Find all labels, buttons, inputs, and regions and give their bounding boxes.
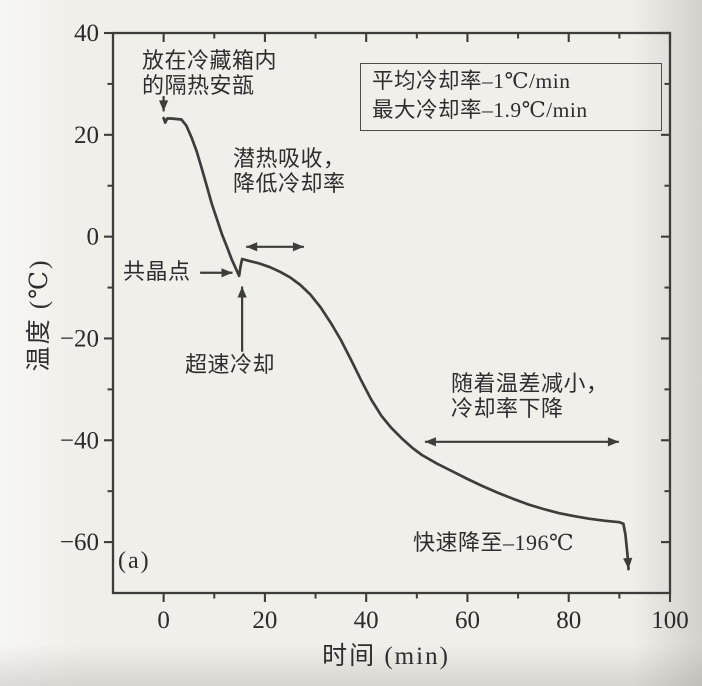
y-tick-label: −40 xyxy=(60,427,99,454)
annotation-latent-heat-line1: 潜热吸收， xyxy=(233,146,346,171)
panel-label: (a) xyxy=(118,548,151,574)
x-axis-label: 时间 (min) xyxy=(322,643,450,670)
x-tick-label: 0 xyxy=(157,607,170,634)
annotation-temp-difference-line1: 随着温差减小， xyxy=(451,371,609,396)
annotation-eutectic-point: 共晶点 xyxy=(123,259,191,284)
y-tick-label: 40 xyxy=(74,20,99,47)
y-axis-label: 温度 (℃) xyxy=(26,258,53,372)
x-tick-label: 40 xyxy=(354,607,379,634)
y-tick-label: −20 xyxy=(60,325,99,352)
annotation-latent-heat: 潜热吸收， 降低冷却率 xyxy=(233,146,346,196)
annotation-rapid-drop: 快速降至–196℃ xyxy=(413,530,575,555)
annotation-ampoule-line1: 放在冷藏箱内 xyxy=(142,48,278,73)
y-tick-label: −60 xyxy=(60,529,99,556)
annotation-temp-difference-line2: 冷却率下降 xyxy=(451,396,564,421)
x-tick-label: 60 xyxy=(455,607,480,634)
annotation-ampoule: 放在冷藏箱内 的隔热安瓿 xyxy=(142,48,277,98)
x-tick-label: 20 xyxy=(252,607,277,634)
rate-box-line1: 平均冷却率–1℃/min xyxy=(372,69,571,93)
rate-box-line2: 最大冷却率–1.9℃/min xyxy=(372,98,588,122)
x-tick-label: 80 xyxy=(556,607,581,634)
annotation-supercooling: 超速冷却 xyxy=(185,352,276,377)
annotation-ampoule-line2: 的隔热安瓿 xyxy=(142,73,255,98)
y-tick-label: 20 xyxy=(74,122,99,149)
cooling-rate-box: 平均冷却率–1℃/min 最大冷却率–1.9℃/min xyxy=(360,63,662,131)
y-tick-label: 0 xyxy=(87,224,100,251)
cooling-curve-line xyxy=(162,116,630,571)
x-tick-label: 100 xyxy=(651,607,689,634)
annotation-temp-difference: 随着温差减小， 冷却率下降 xyxy=(451,371,609,421)
annotation-latent-heat-line2: 降低冷却率 xyxy=(233,171,346,196)
